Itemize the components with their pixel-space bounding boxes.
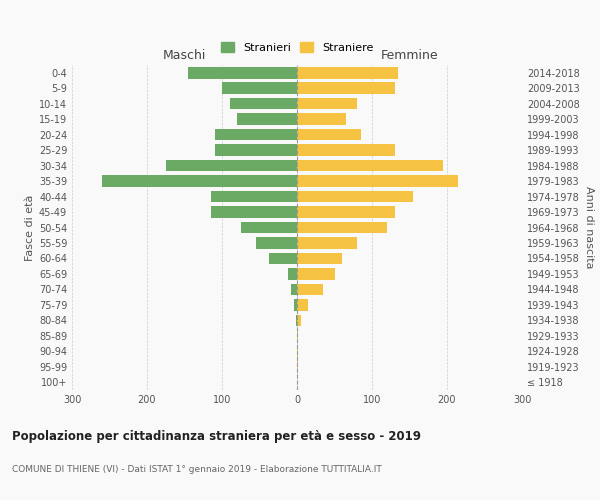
Bar [166, 160, 297, 172]
Bar [211, 190, 297, 202]
Bar [222, 82, 297, 94]
Bar [296, 314, 297, 326]
Bar [297, 114, 346, 125]
Bar [297, 160, 443, 172]
Bar [297, 67, 398, 78]
Bar [294, 299, 297, 310]
Bar [297, 314, 301, 326]
Bar [256, 237, 297, 249]
Bar [241, 222, 297, 234]
Bar [291, 284, 297, 295]
Bar [297, 82, 395, 94]
Bar [297, 346, 298, 357]
Bar [297, 268, 335, 280]
Bar [297, 361, 298, 372]
Bar [297, 144, 395, 156]
Bar [188, 67, 297, 78]
Bar [297, 330, 298, 342]
Text: COMUNE DI THIENE (VI) - Dati ISTAT 1° gennaio 2019 - Elaborazione TUTTITALIA.IT: COMUNE DI THIENE (VI) - Dati ISTAT 1° ge… [12, 465, 382, 474]
Bar [269, 252, 297, 264]
Bar [215, 144, 297, 156]
Y-axis label: Fasce di età: Fasce di età [25, 194, 35, 260]
Bar [297, 190, 413, 202]
Bar [237, 114, 297, 125]
Bar [297, 206, 395, 218]
Bar [102, 176, 297, 187]
Bar [297, 252, 342, 264]
Text: Femmine: Femmine [380, 49, 439, 62]
Bar [297, 176, 458, 187]
Text: Maschi: Maschi [163, 49, 206, 62]
Y-axis label: Anni di nascita: Anni di nascita [584, 186, 594, 269]
Bar [211, 206, 297, 218]
Legend: Stranieri, Straniere: Stranieri, Straniere [216, 38, 378, 58]
Bar [297, 222, 387, 234]
Bar [297, 129, 361, 140]
Text: Popolazione per cittadinanza straniera per età e sesso - 2019: Popolazione per cittadinanza straniera p… [12, 430, 421, 443]
Bar [288, 268, 297, 280]
Bar [297, 237, 357, 249]
Bar [229, 98, 297, 110]
Bar [297, 299, 308, 310]
Bar [297, 284, 323, 295]
Bar [297, 98, 357, 110]
Bar [215, 129, 297, 140]
